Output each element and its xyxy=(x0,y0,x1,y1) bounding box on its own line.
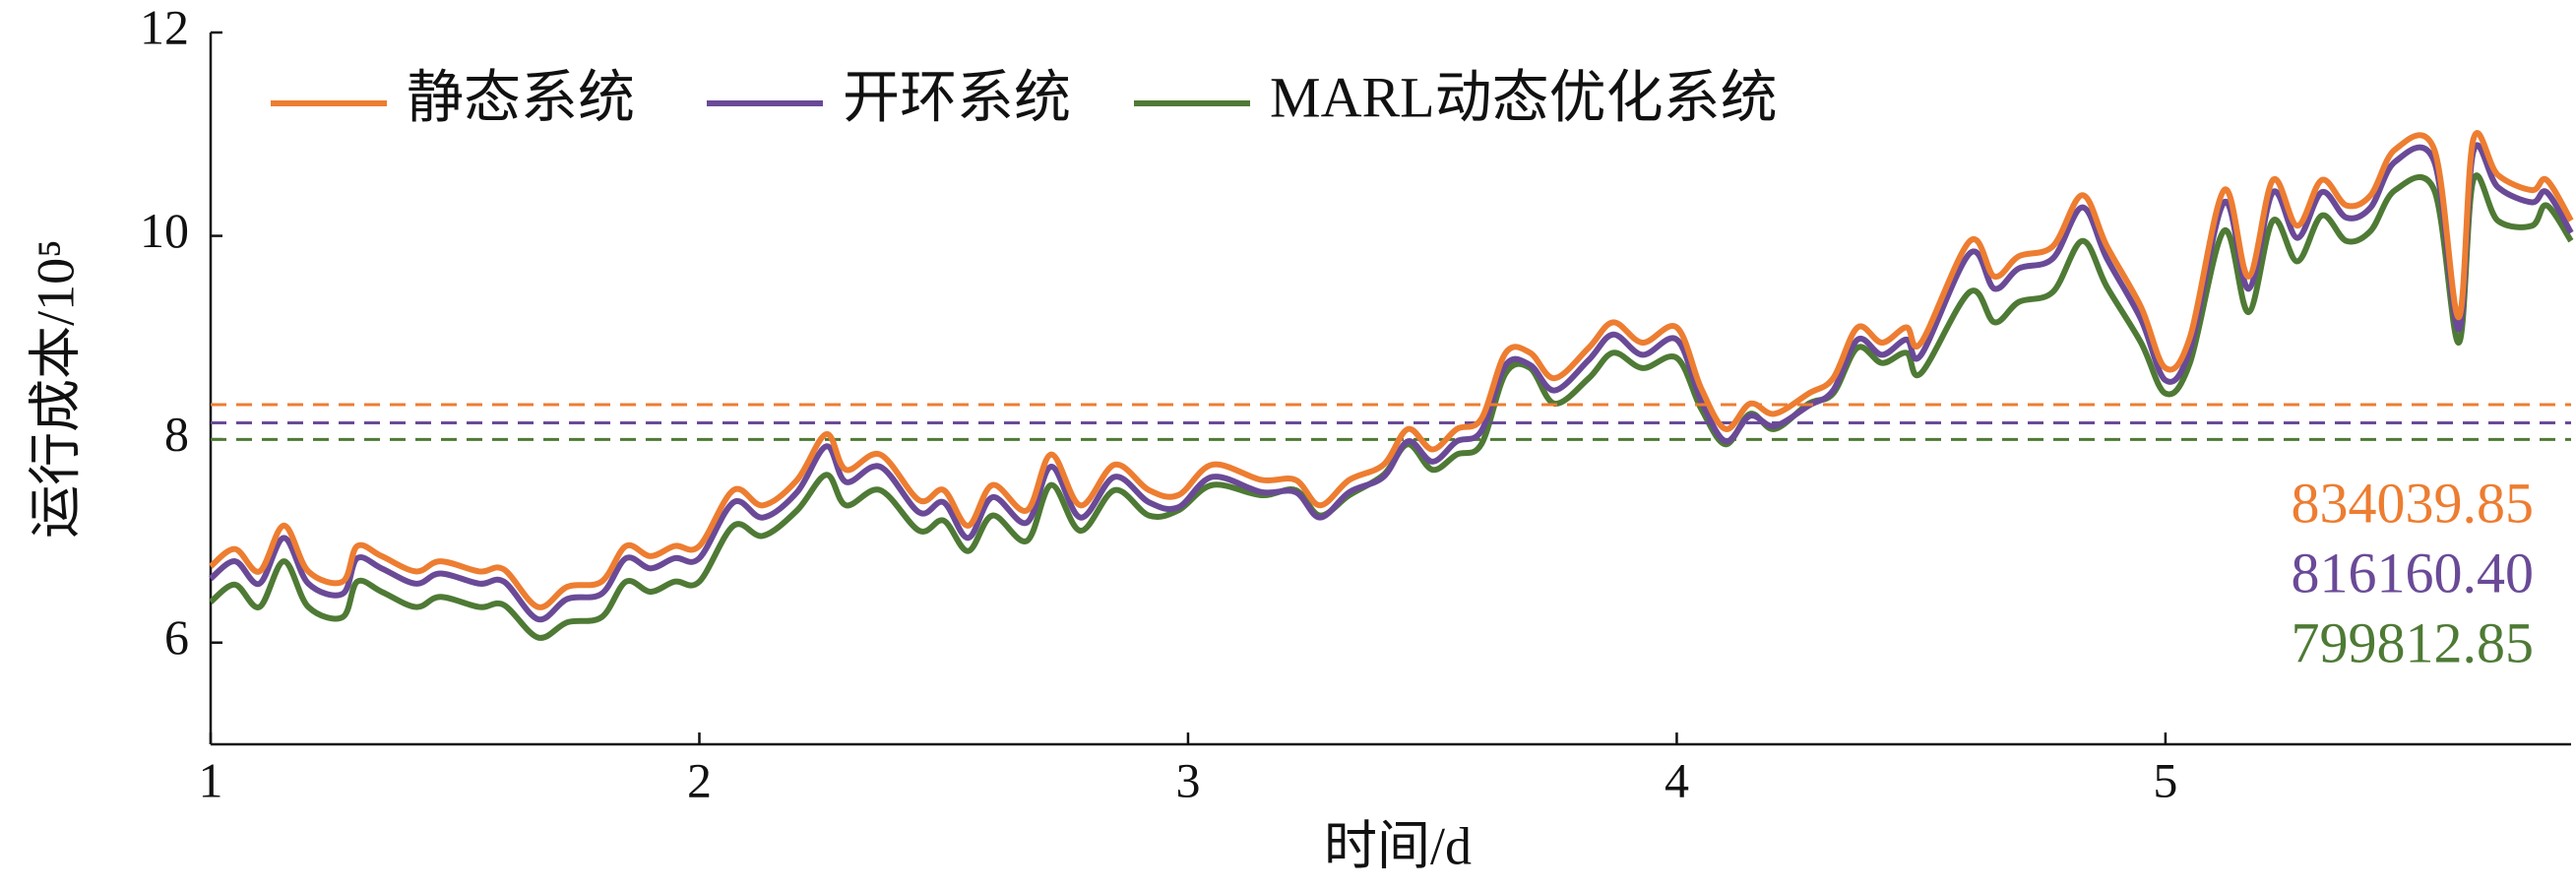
y-tick-label: 10 xyxy=(140,203,189,258)
x-tick-label: 5 xyxy=(2153,752,2177,807)
x-axis-label: 时间/d xyxy=(1324,816,1472,875)
mean-label: 834039.85 xyxy=(2292,471,2535,535)
x-tick-label: 3 xyxy=(1175,752,1200,807)
y-axis-label: 运行成本/10⁵ xyxy=(26,239,85,539)
x-tick-label: 2 xyxy=(687,752,712,807)
legend-label: 开环系统 xyxy=(843,65,1071,129)
y-tick-label: 8 xyxy=(164,407,189,462)
y-tick-label: 12 xyxy=(140,0,189,54)
legend-label: MARL动态优化系统 xyxy=(1270,65,1778,129)
mean-label: 816160.40 xyxy=(2292,541,2535,605)
series-line xyxy=(209,142,2574,623)
series-line xyxy=(209,130,2574,610)
mean-label: 799812.85 xyxy=(2292,610,2535,674)
x-tick-label: 1 xyxy=(199,752,223,807)
y-tick-label: 6 xyxy=(164,609,189,665)
x-tick-label: 4 xyxy=(1665,752,1689,807)
series-line xyxy=(209,172,2574,641)
legend-label: 静态系统 xyxy=(407,65,635,129)
